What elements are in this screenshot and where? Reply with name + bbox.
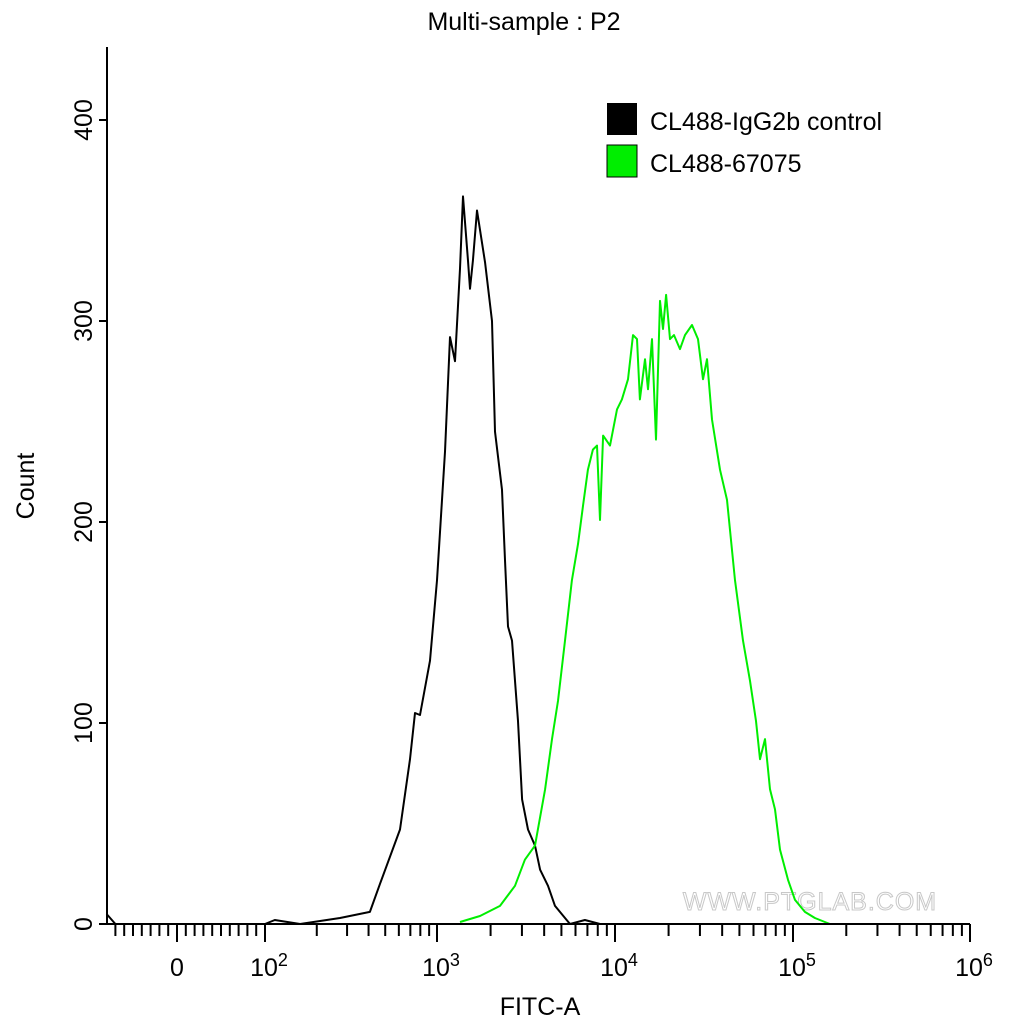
series-line-sample xyxy=(459,293,831,925)
x-tick-label: 105 xyxy=(778,950,816,982)
watermark: WWW.PTGLAB.COM xyxy=(683,888,937,916)
x-tick-label: 103 xyxy=(422,950,460,982)
axes-layer: 0 100 200 300 400 0 102 103 104 105 106 xyxy=(70,47,993,982)
y-tick-label: 300 xyxy=(70,300,98,342)
legend-swatch-control xyxy=(607,103,637,135)
y-tick-label: 200 xyxy=(70,501,98,543)
x-tick-label: 102 xyxy=(250,950,288,982)
x-tick-label: 106 xyxy=(955,950,993,982)
x-tick-label: 0 xyxy=(170,954,184,982)
x-tick-label: 104 xyxy=(600,950,638,982)
y-tick-label: 400 xyxy=(70,99,98,141)
chart-title: Multi-sample : P2 xyxy=(427,8,620,36)
series-line-control xyxy=(105,195,601,925)
legend-label-sample: CL488-67075 xyxy=(650,150,802,178)
y-tick-label: 100 xyxy=(70,702,98,744)
series-layer xyxy=(105,195,831,925)
y-axis-label: Count xyxy=(12,453,40,520)
x-axis-label: FITC-A xyxy=(500,993,581,1021)
legend-swatch-sample xyxy=(606,144,638,178)
y-tick-label: 0 xyxy=(70,917,98,931)
legend: CL488-IgG2b control CL488-67075 xyxy=(606,103,882,178)
legend-label-control: CL488-IgG2b control xyxy=(650,108,882,136)
